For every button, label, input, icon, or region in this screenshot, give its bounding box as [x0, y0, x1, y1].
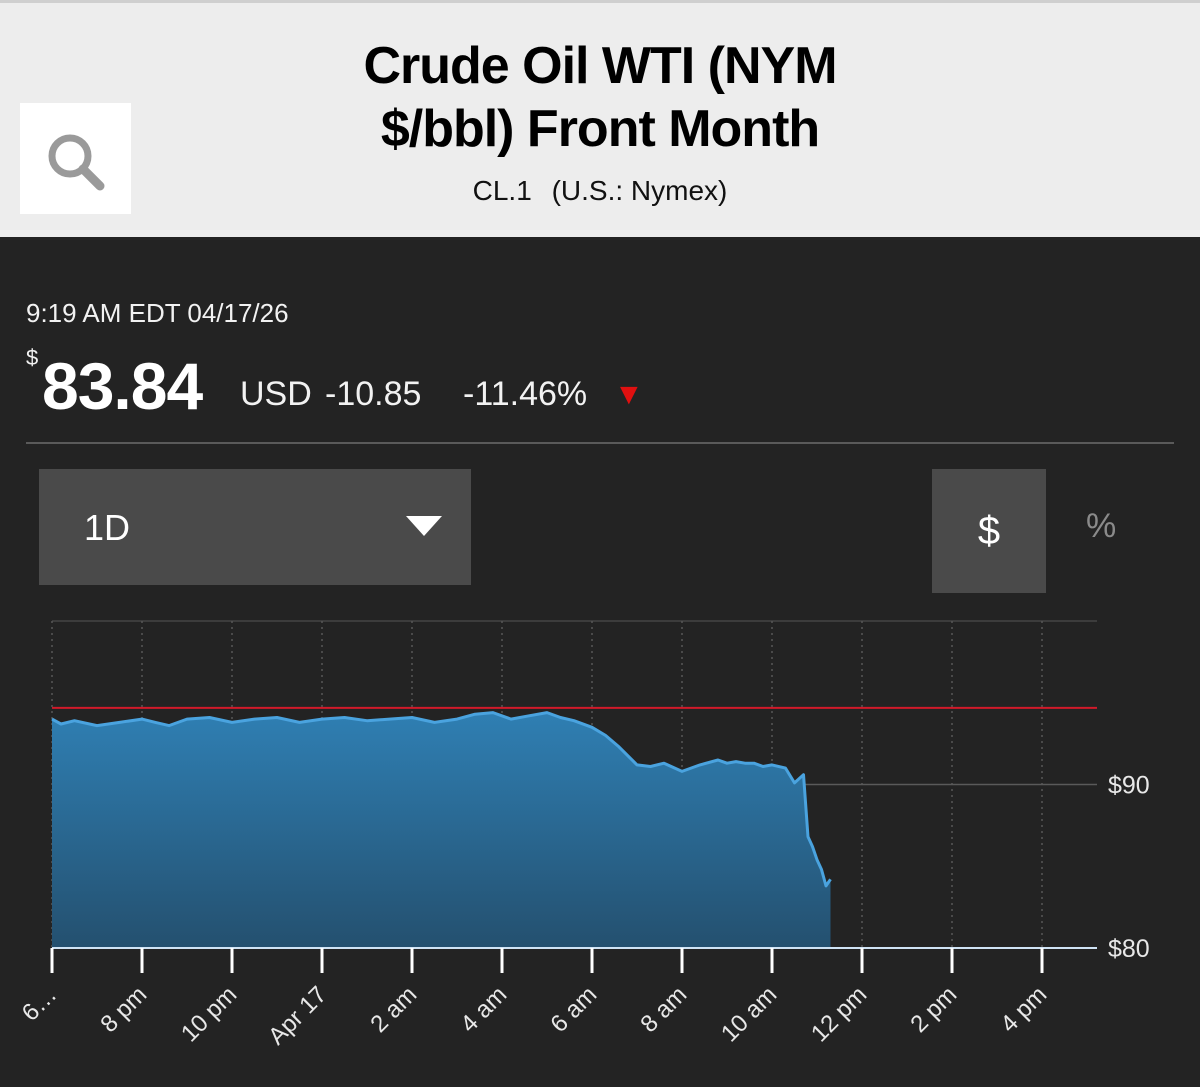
price-mode-dollar-button[interactable]: $ [932, 469, 1046, 593]
price-area [52, 712, 831, 948]
section-divider [26, 442, 1174, 444]
quote-timestamp: 9:19 AM EDT 04/17/26 [26, 298, 289, 328]
y-tick-label: $90 [1108, 772, 1150, 800]
x-tick-label: 8 am [635, 981, 692, 1038]
ticker-subtitle: CL.1 (U.S.: Nymex) [350, 175, 850, 207]
x-tick-label: 10 pm [176, 981, 242, 1047]
time-range-dropdown[interactable] [39, 469, 471, 585]
price-mode-percent-button[interactable]: % [1086, 507, 1117, 545]
x-tick-label: 2 pm [905, 981, 962, 1038]
quote-header: Crude Oil WTI (NYM $/bbl) Front Month CL… [0, 0, 1200, 237]
page-title-line1: Crude Oil WTI (NYM [363, 37, 837, 95]
price-line [51, 711, 832, 888]
x-tick-label: 2 am [365, 981, 422, 1038]
price-chart: 6… 8 pm 10 pm Apr 17 2 am 4 am 6 am 8 am 10 am 12… [17, 620, 1150, 1050]
x-tick-label: 10 am [716, 981, 782, 1047]
price-currency: USD [240, 375, 312, 413]
y-tick-label: $80 [1108, 935, 1150, 963]
price-change-percent: -11.46% [463, 375, 588, 413]
ticker-symbol: CL.1 [472, 175, 532, 206]
chevron-down-icon [406, 516, 442, 536]
time-range-label: 1D [84, 507, 131, 548]
page-title-line2: $/bbl) Front Month [380, 100, 820, 158]
x-tick-label: 4 am [455, 981, 512, 1038]
last-price: 83.84 [42, 349, 203, 423]
exchange-label: (U.S.: Nymex) [551, 175, 728, 206]
search-icon [48, 134, 105, 191]
search-button[interactable] [20, 103, 131, 214]
x-tick-label: 8 pm [95, 981, 152, 1038]
x-tick-label: 6… [17, 981, 63, 1027]
x-tick-label: Apr 17 [263, 981, 332, 1050]
price-currency-symbol: $ [26, 345, 39, 370]
price-change: -10.85 [325, 375, 422, 413]
x-tick-label: 6 am [545, 981, 602, 1038]
down-arrow-icon: ▼ [614, 378, 644, 411]
x-tick-label: 12 pm [806, 981, 872, 1047]
x-tick-label: 4 pm [995, 981, 1052, 1038]
